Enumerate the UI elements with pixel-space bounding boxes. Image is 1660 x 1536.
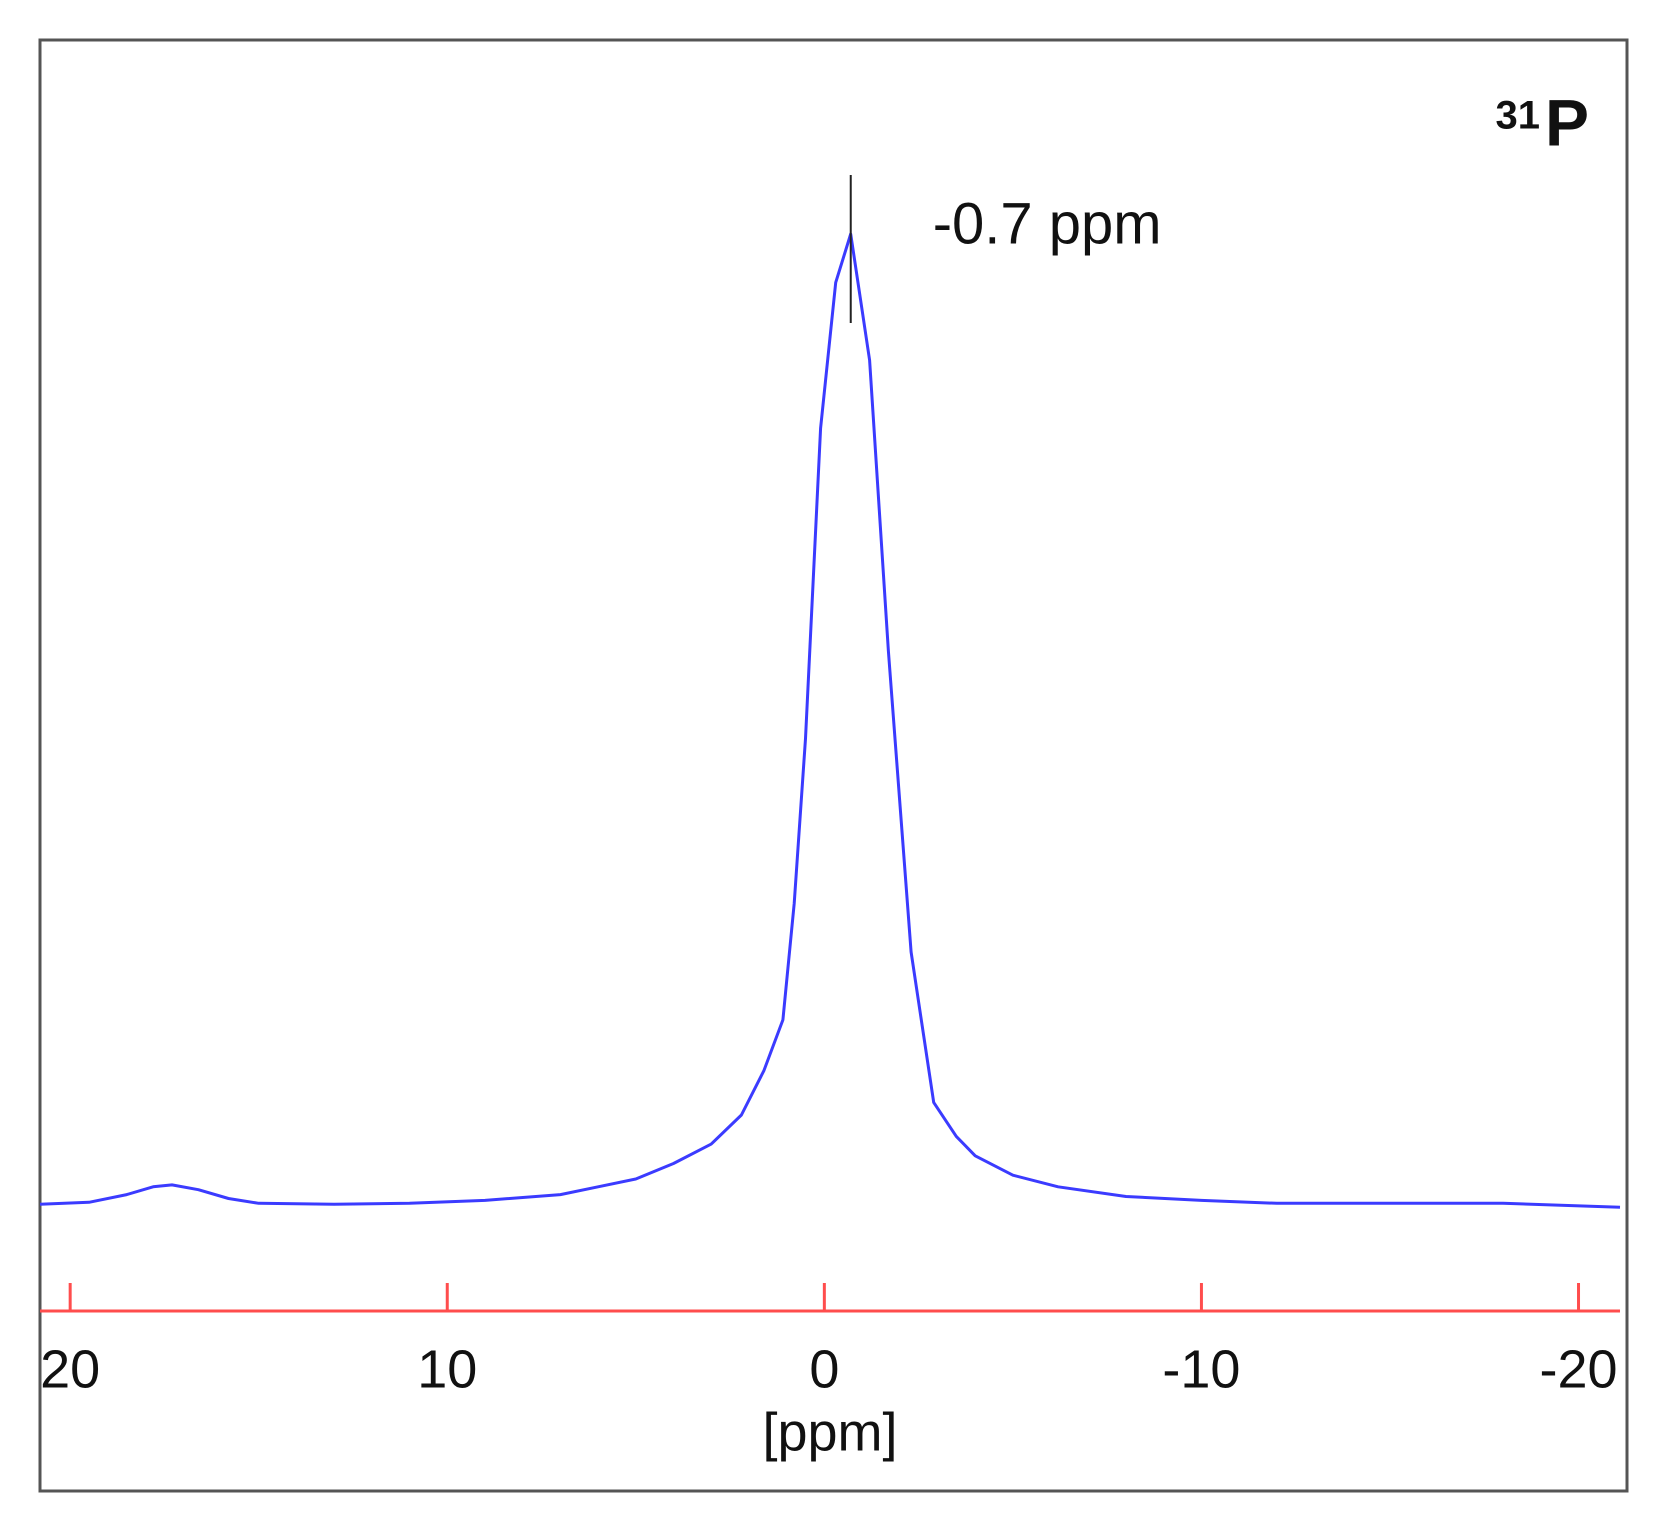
- peak-label: -0.7 ppm: [933, 191, 1162, 256]
- x-tick-label: -20: [1539, 1339, 1617, 1399]
- frame: [38, 38, 1629, 1493]
- nucleus-symbol: P: [1545, 85, 1589, 159]
- x-tick-label: 0: [809, 1339, 839, 1399]
- x-axis-label: [ppm]: [762, 1402, 897, 1462]
- nucleus-mass: 31: [1496, 94, 1541, 138]
- x-tick-label: 20: [40, 1339, 100, 1399]
- x-tick-label: 10: [417, 1339, 477, 1399]
- x-tick-label: -10: [1162, 1339, 1240, 1399]
- spectrum-line: [39, 232, 1621, 1209]
